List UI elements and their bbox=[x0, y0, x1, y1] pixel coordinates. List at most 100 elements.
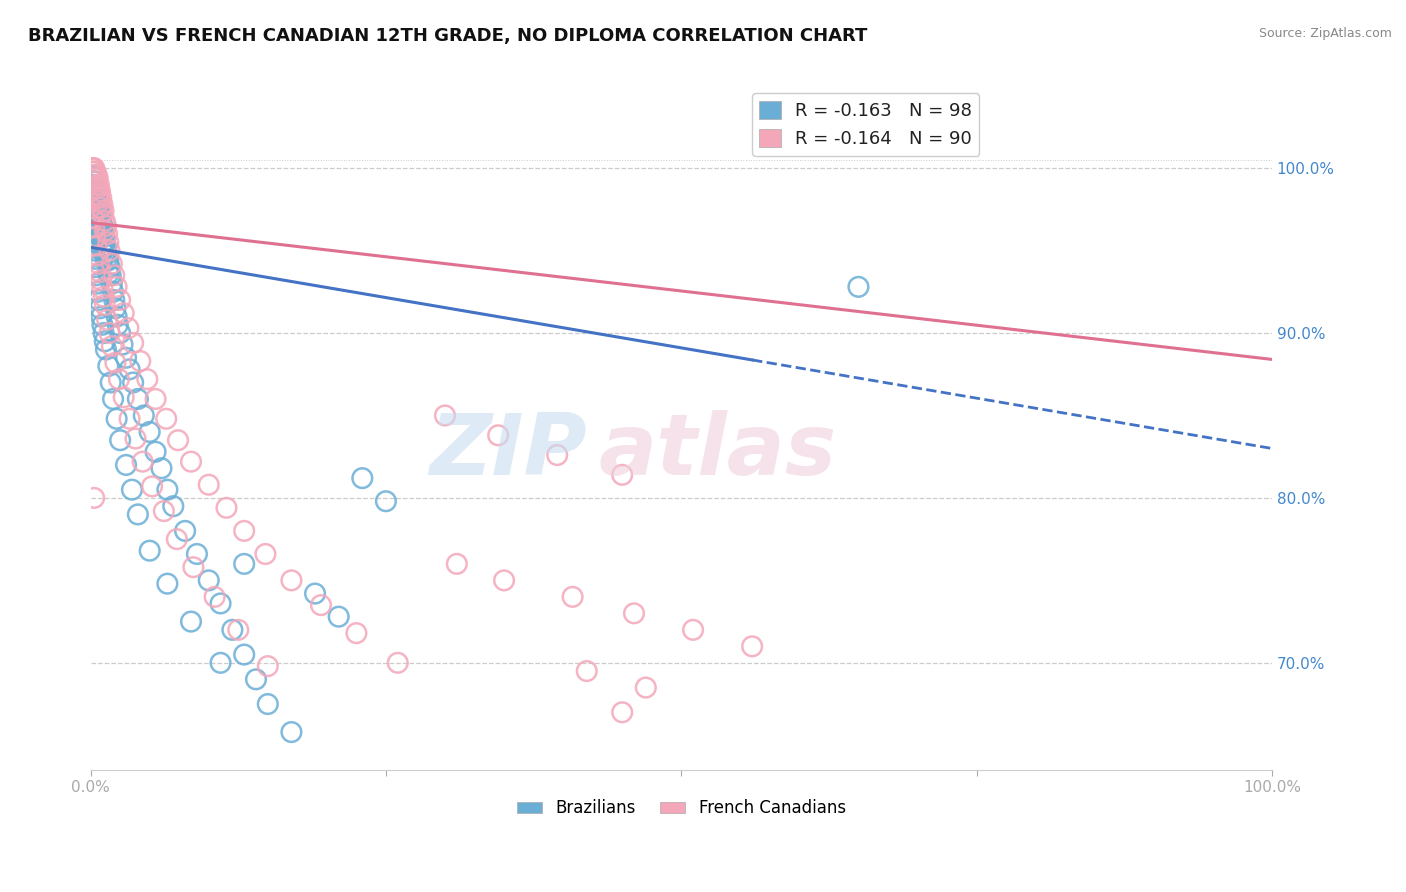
Point bbox=[105, 411, 128, 425]
Point bbox=[153, 504, 176, 518]
Point bbox=[98, 326, 121, 340]
Point bbox=[108, 326, 131, 340]
Point bbox=[122, 376, 145, 390]
Point bbox=[108, 372, 131, 386]
Point bbox=[434, 409, 457, 423]
Point bbox=[741, 640, 763, 654]
Point bbox=[162, 499, 184, 513]
Point bbox=[104, 301, 127, 316]
Point bbox=[87, 257, 110, 271]
Point bbox=[96, 313, 118, 327]
Point bbox=[89, 184, 111, 198]
Point bbox=[94, 298, 117, 312]
Point bbox=[86, 191, 108, 205]
Point bbox=[80, 164, 103, 178]
Point bbox=[122, 335, 145, 350]
Point bbox=[93, 326, 115, 340]
Point bbox=[256, 659, 278, 673]
Point bbox=[197, 574, 219, 588]
Point bbox=[83, 197, 105, 211]
Point bbox=[84, 164, 107, 178]
Point bbox=[115, 458, 138, 472]
Point bbox=[186, 547, 208, 561]
Point bbox=[90, 201, 112, 215]
Point bbox=[233, 524, 256, 538]
Point bbox=[86, 227, 108, 241]
Point bbox=[623, 607, 645, 621]
Point bbox=[304, 586, 326, 600]
Point bbox=[215, 500, 238, 515]
Point bbox=[127, 508, 149, 522]
Point bbox=[111, 337, 134, 351]
Point bbox=[86, 248, 108, 262]
Point bbox=[180, 455, 202, 469]
Point bbox=[90, 227, 112, 241]
Point bbox=[91, 230, 114, 244]
Point bbox=[101, 392, 124, 406]
Point bbox=[97, 235, 120, 250]
Point bbox=[94, 343, 117, 357]
Point bbox=[91, 207, 114, 221]
Point bbox=[98, 260, 121, 274]
Point bbox=[108, 434, 131, 448]
Point bbox=[546, 448, 568, 462]
Point bbox=[129, 354, 152, 368]
Point bbox=[97, 253, 120, 268]
Point bbox=[89, 265, 111, 279]
Point bbox=[89, 194, 111, 208]
Point bbox=[80, 161, 103, 175]
Point bbox=[575, 664, 598, 678]
Point bbox=[84, 230, 107, 244]
Point bbox=[97, 267, 120, 281]
Point bbox=[89, 301, 111, 316]
Point bbox=[89, 207, 111, 221]
Point bbox=[374, 494, 396, 508]
Point bbox=[105, 310, 128, 324]
Point bbox=[494, 574, 516, 588]
Point bbox=[97, 359, 120, 373]
Point bbox=[233, 557, 256, 571]
Point bbox=[86, 238, 108, 252]
Point bbox=[83, 174, 105, 188]
Point bbox=[86, 181, 108, 195]
Point bbox=[226, 623, 249, 637]
Point bbox=[84, 174, 107, 188]
Point bbox=[848, 280, 870, 294]
Point bbox=[94, 247, 117, 261]
Point bbox=[145, 392, 167, 406]
Point bbox=[90, 310, 112, 324]
Point bbox=[138, 425, 160, 439]
Point bbox=[83, 186, 105, 200]
Point bbox=[91, 281, 114, 295]
Point bbox=[612, 706, 634, 720]
Point bbox=[166, 532, 188, 546]
Point bbox=[167, 434, 190, 448]
Point bbox=[221, 623, 243, 637]
Point bbox=[94, 214, 117, 228]
Point bbox=[118, 362, 141, 376]
Point bbox=[94, 234, 117, 248]
Point bbox=[87, 178, 110, 192]
Point bbox=[141, 479, 163, 493]
Point bbox=[682, 623, 704, 637]
Point bbox=[90, 273, 112, 287]
Point bbox=[136, 372, 159, 386]
Point bbox=[84, 260, 107, 274]
Text: Source: ZipAtlas.com: Source: ZipAtlas.com bbox=[1258, 27, 1392, 40]
Point bbox=[344, 626, 367, 640]
Point bbox=[86, 285, 108, 299]
Point bbox=[183, 560, 205, 574]
Point bbox=[86, 202, 108, 217]
Point bbox=[155, 411, 177, 425]
Point bbox=[156, 576, 179, 591]
Point bbox=[83, 211, 105, 225]
Point bbox=[118, 411, 141, 425]
Point bbox=[87, 293, 110, 307]
Point bbox=[117, 321, 139, 335]
Point bbox=[83, 491, 105, 505]
Point bbox=[82, 169, 104, 184]
Point bbox=[91, 219, 114, 233]
Point bbox=[87, 222, 110, 236]
Point bbox=[96, 227, 118, 241]
Point bbox=[209, 656, 232, 670]
